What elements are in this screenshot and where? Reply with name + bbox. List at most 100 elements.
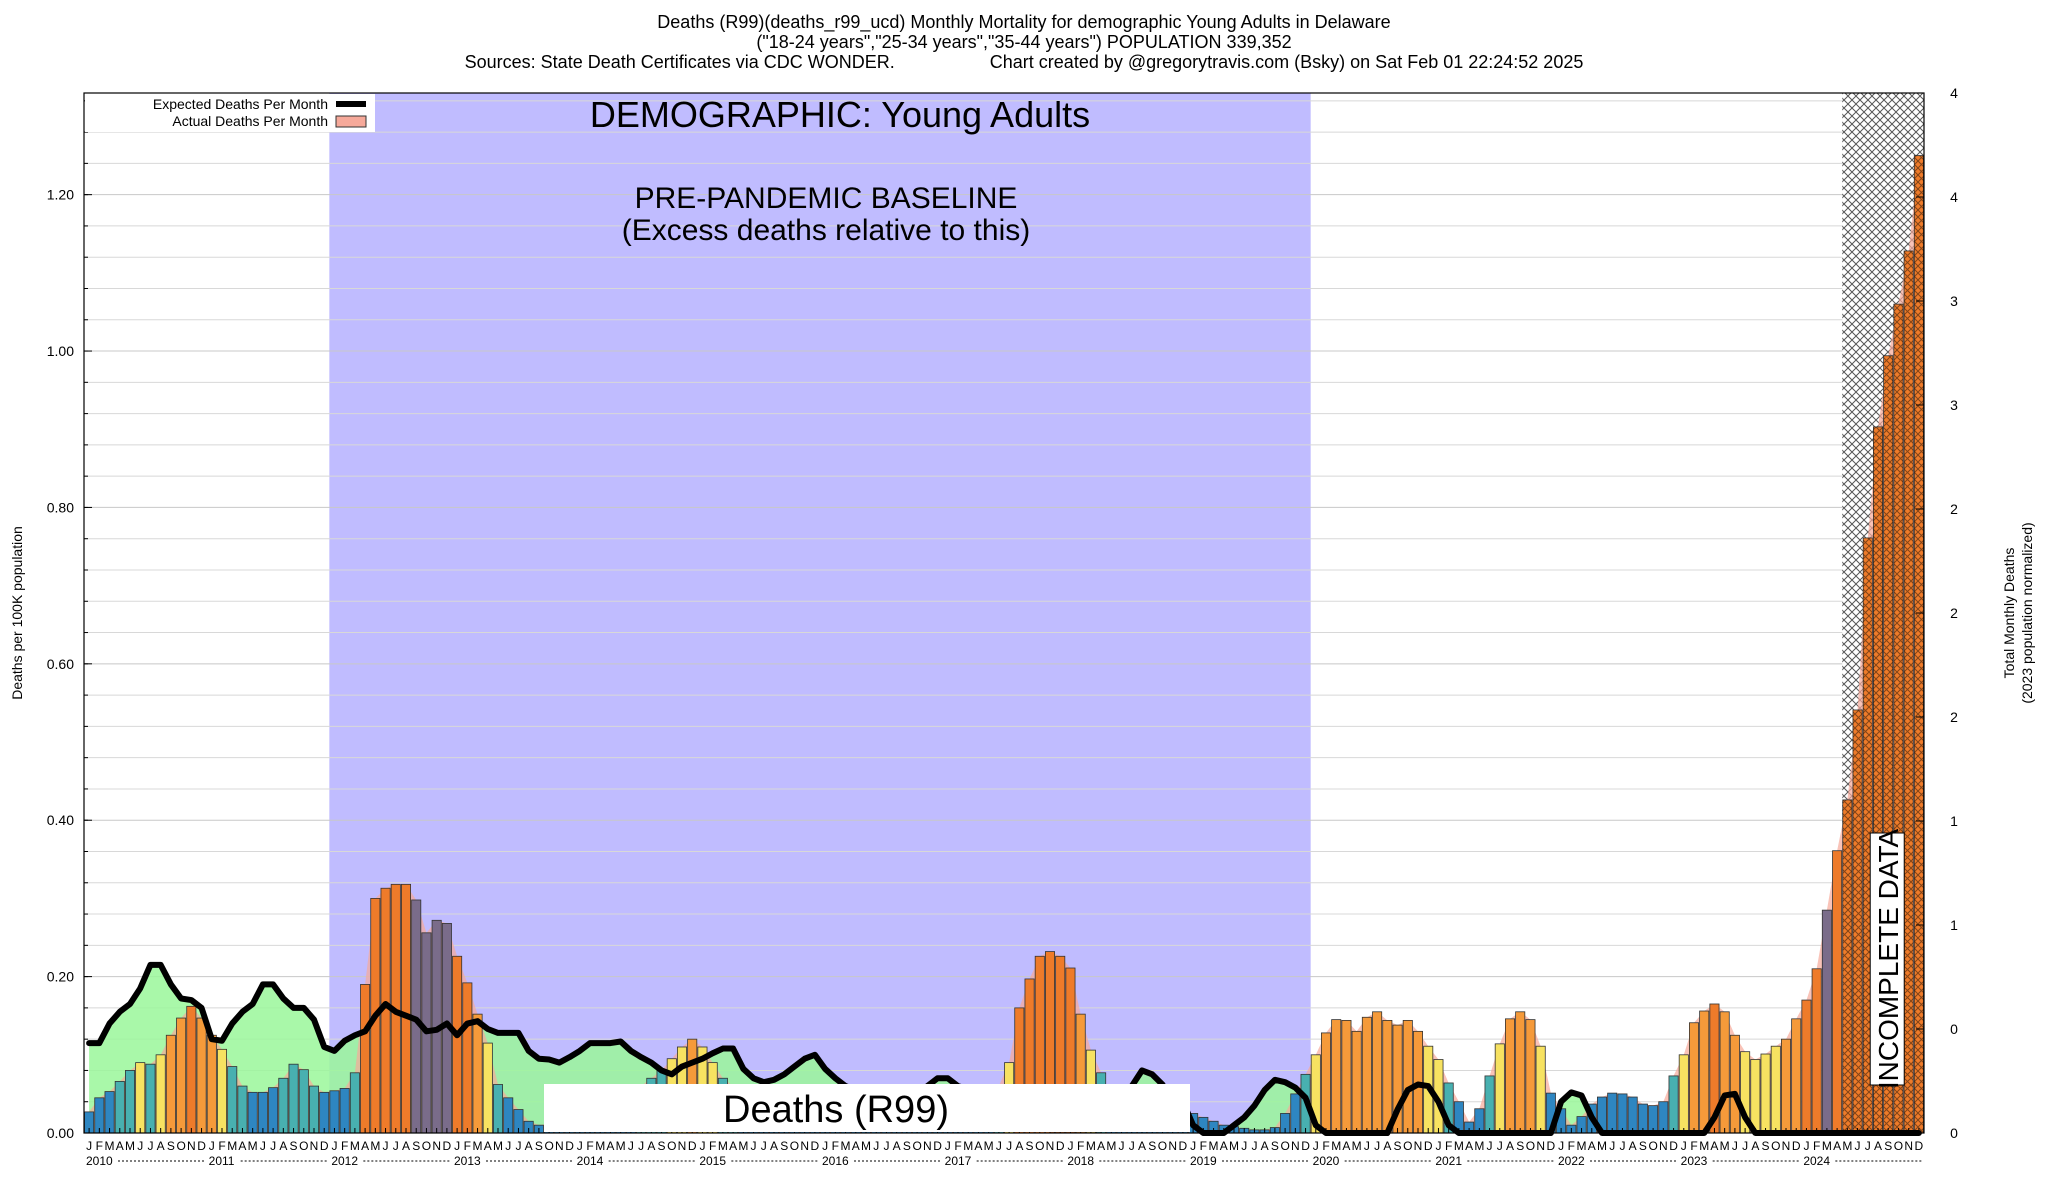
data-bar [482,1042,493,1134]
data-bar [125,1070,136,1134]
data-bar [135,1062,146,1134]
month-tick-label: S [1148,1139,1156,1153]
month-tick-label: J [638,1139,644,1153]
data-bar [1781,1038,1792,1134]
month-tick-label: A [852,1139,860,1153]
data-bar [247,1091,258,1134]
month-tick-label: M [841,1139,851,1153]
month-tick-label: D [1669,1139,1678,1153]
month-tick-label: J [1190,1139,1196,1153]
month-tick-label: M [984,1139,994,1153]
data-bar [1719,1011,1730,1134]
month-tick-label: O [1158,1139,1167,1153]
month-tick-label: S [1516,1139,1524,1153]
data-bar-hatch [1873,426,1883,1133]
data-bar [94,1097,105,1134]
month-tick-label: J [1681,1139,1687,1153]
month-tick-label: M [105,1139,115,1153]
month-tick-label: F [832,1139,839,1153]
month-tick-label: M [1352,1139,1362,1153]
month-tick-label: N [310,1139,319,1153]
y-tick-label: 0.60 [47,656,74,672]
y2-tick-label: 4 [1950,85,1958,101]
y2-axis-subtitle: (2023 population normalized) [2019,522,2035,703]
month-tick-label: J [1374,1139,1380,1153]
month-tick-label: A [1506,1139,1514,1153]
month-tick-label: J [1129,1139,1135,1153]
baseline-band [329,93,1311,1133]
year-label: 2017 [945,1154,972,1168]
month-tick-label: F [709,1139,716,1153]
data-bar-hatch [1893,304,1904,1133]
data-bar-hatch [1842,799,1852,1133]
month-tick-label: F [1690,1139,1697,1153]
data-bar [278,1077,289,1134]
month-tick-label: F [954,1139,961,1153]
month-tick-label: J [260,1139,266,1153]
month-tick-label: S [412,1139,420,1153]
data-bar [1494,1043,1505,1134]
y2-tick-label: 2 [1950,709,1958,725]
legend-actual-swatch [335,115,367,128]
month-tick-label: J [209,1139,215,1153]
month-tick-label: M [1106,1139,1116,1153]
data-bar [462,982,473,1134]
month-tick-label: J [1497,1139,1503,1153]
chart-header: Deaths (R99)(deaths_r99_ucd) Monthly Mor… [0,12,2048,72]
month-tick-label: F [1445,1139,1452,1153]
month-tick-label: N [800,1139,809,1153]
year-label: 2016 [822,1154,849,1168]
y2-tick-label: 3 [1950,293,1958,309]
month-tick-label: M [616,1139,626,1153]
month-tick-label: F [1813,1139,1820,1153]
month-tick-label: A [279,1139,287,1153]
month-tick-label: S [1271,1139,1279,1153]
month-tick-label: O [422,1139,431,1153]
data-bar [1627,1096,1638,1134]
data-bar [1678,1054,1689,1134]
month-tick-label: J [270,1139,276,1153]
year-label: 2023 [1681,1154,1708,1168]
month-tick-label: M [718,1139,728,1153]
month-tick-label: A [1138,1139,1146,1153]
month-tick-label: J [1619,1139,1625,1153]
data-bar-hatch [1863,537,1873,1133]
month-tick-label: S [1026,1139,1034,1153]
month-tick-label: J [393,1139,399,1153]
data-bar-hatch [1852,709,1863,1133]
month-tick-label: D [1792,1139,1801,1153]
month-tick-label: F [1322,1139,1329,1153]
month-tick-label: O [1894,1139,1903,1153]
data-bar [176,1017,187,1134]
y2-tick-label: 3 [1950,397,1958,413]
year-label: 2015 [699,1154,726,1168]
month-tick-label: A [1220,1139,1228,1153]
month-tick-label: J [1609,1139,1615,1153]
legend-actual-label: Actual Deaths Per Month [172,113,328,129]
month-tick-label: O [667,1139,676,1153]
month-tick-label: M [1822,1139,1832,1153]
month-tick-label: J [822,1139,828,1153]
month-tick-label: M [1331,1139,1341,1153]
month-tick-label: S [290,1139,298,1153]
month-tick-label: N [555,1139,564,1153]
month-tick-label: F [218,1139,225,1153]
y-tick-label: 0.20 [47,969,74,985]
month-tick-label: J [1006,1139,1012,1153]
month-tick-label: N [1168,1139,1177,1153]
year-label: 2021 [1435,1154,1462,1168]
month-tick-label: O [1648,1139,1657,1153]
data-bar [1668,1075,1679,1134]
month-tick-label: J [577,1139,583,1153]
month-tick-label: N [1659,1139,1668,1153]
y-axis-title: Deaths per 100K population [9,526,25,700]
month-tick-label: O [544,1139,553,1153]
data-bar [1361,1016,1372,1134]
data-bar [1791,1018,1802,1134]
month-tick-label: J [1313,1139,1319,1153]
data-bar-hatch [1904,250,1914,1133]
month-tick-label: J [505,1139,511,1153]
month-tick-label: N [1291,1139,1300,1153]
month-tick-label: J [628,1139,634,1153]
month-tick-label: O [1771,1139,1780,1153]
